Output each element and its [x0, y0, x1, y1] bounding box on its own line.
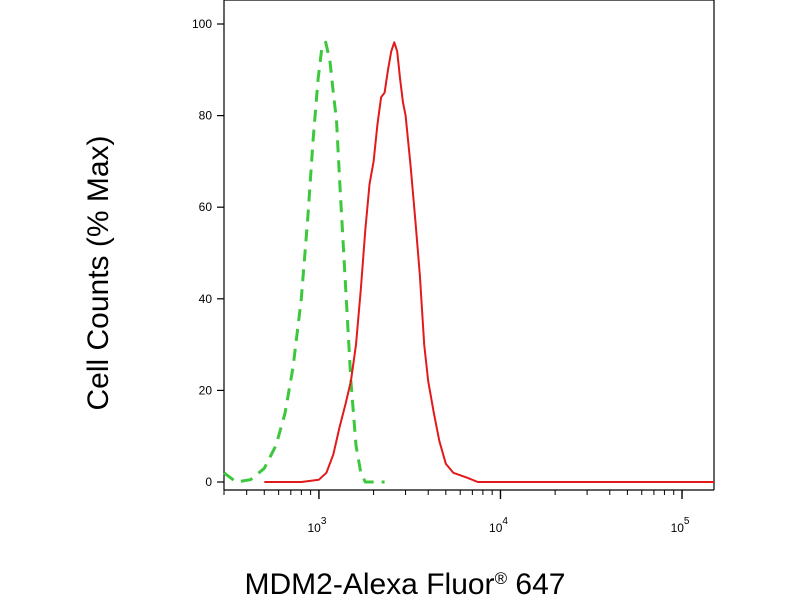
x-axis-label-main: MDM2-Alexa Fluor — [245, 568, 495, 600]
x-tick-base: 10 — [307, 521, 321, 535]
y-tick-label: 0 — [205, 475, 212, 489]
y-tick-label: 20 — [199, 383, 213, 397]
series-layer — [223, 40, 714, 484]
series-line-1 — [223, 40, 385, 484]
x-tick-label: 103 — [307, 516, 326, 535]
y-tick-label: 80 — [199, 109, 213, 123]
x-tick-exponent: 4 — [502, 516, 508, 527]
y-tick-label: 60 — [199, 200, 213, 214]
series-line-2 — [264, 41, 714, 483]
y-tick-label: 100 — [192, 17, 212, 31]
x-axis-label: MDM2-Alexa Fluor® 647 — [245, 568, 566, 600]
y-tick-label: 40 — [199, 292, 213, 306]
x-tick-exponent: 3 — [321, 516, 327, 527]
plot-area — [223, 0, 715, 491]
x-axis-label-suffix: 647 — [507, 568, 565, 600]
y-axis-label: Cell Counts (% Max) — [82, 135, 115, 410]
x-tick-label: 105 — [671, 516, 690, 535]
x-tick-label: 104 — [489, 516, 508, 535]
x-axis-label-sup: ® — [495, 569, 508, 588]
x-tick-base: 10 — [671, 521, 685, 535]
plot-frame — [223, 0, 715, 490]
x-tick-exponent: 5 — [684, 516, 690, 527]
x-tick-base: 10 — [489, 521, 503, 535]
